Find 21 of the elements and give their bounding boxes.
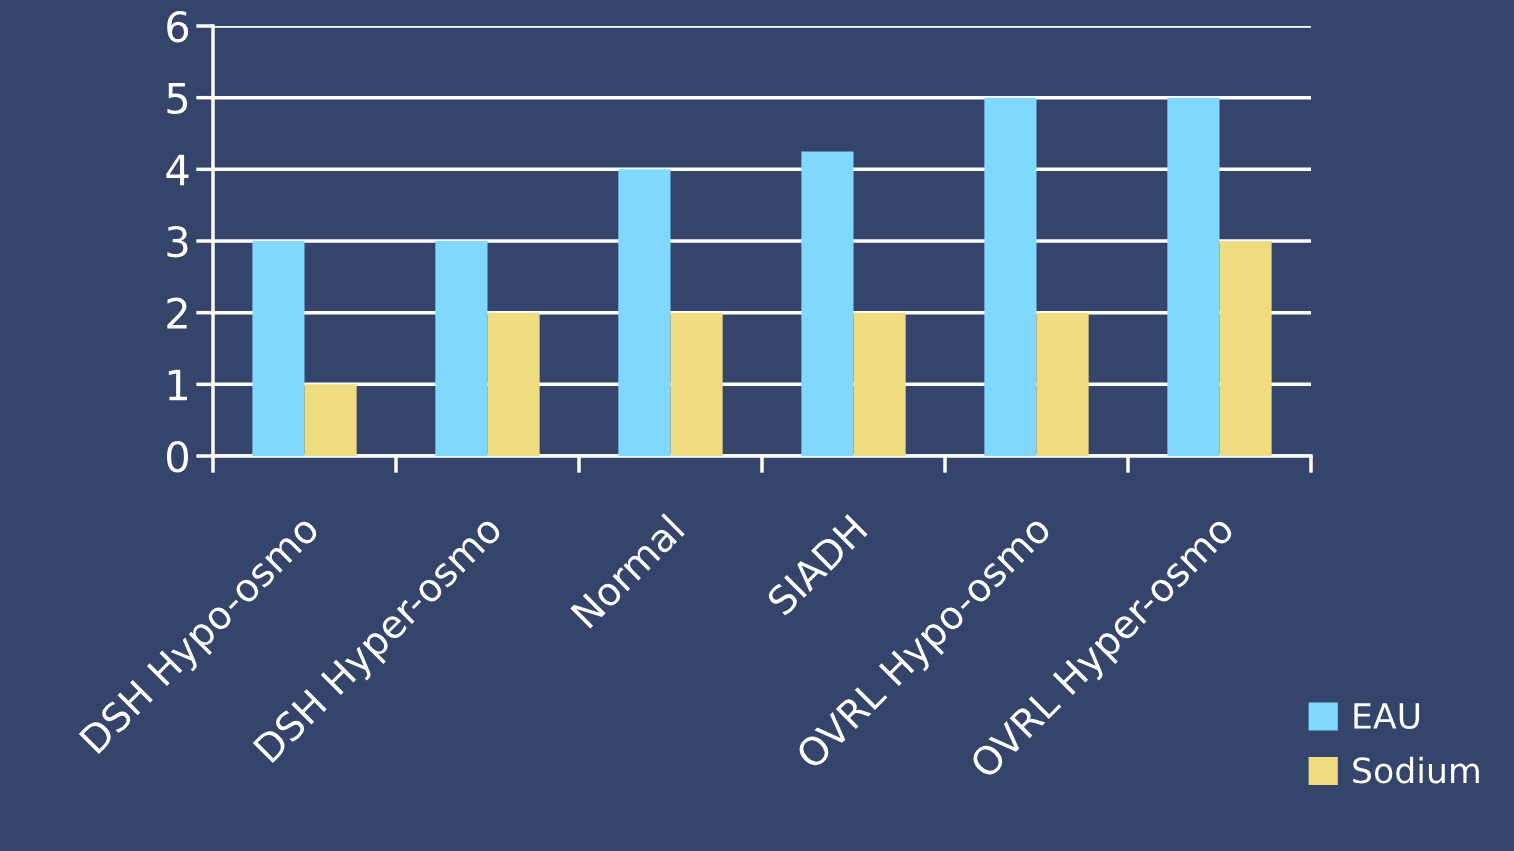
bar (252, 241, 305, 456)
bar (435, 241, 488, 456)
bar (670, 312, 723, 456)
y-tick-label: 0 (167, 440, 189, 473)
y-tick-label: 5 (167, 83, 188, 115)
bar (1219, 241, 1272, 456)
y-tick-label: 4 (166, 154, 189, 186)
y-tick-label: 2 (167, 297, 187, 329)
bar (1036, 312, 1089, 456)
legend-label: Sodium (1353, 756, 1479, 784)
y-tick-label: 1 (168, 369, 187, 401)
y-tick-label: 3 (167, 225, 188, 258)
bar (984, 97, 1037, 456)
bar (618, 169, 671, 456)
y-tick-label: 6 (167, 10, 189, 43)
bar (1167, 97, 1220, 456)
bar (853, 312, 906, 456)
bar (487, 312, 540, 456)
legend-label: EAU (1354, 703, 1420, 730)
bar (304, 384, 357, 456)
bar (801, 151, 854, 456)
